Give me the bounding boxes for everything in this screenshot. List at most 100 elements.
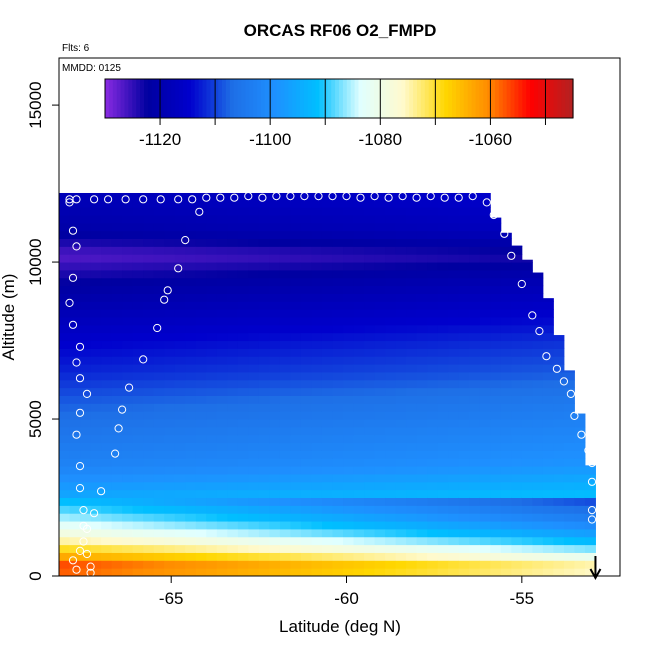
- heatmap-cell: [153, 497, 165, 506]
- heatmap-cell: [374, 497, 386, 506]
- track-point: [75, 546, 85, 556]
- heatmap-cell: [458, 317, 470, 326]
- heatmap-cell: [416, 513, 428, 522]
- heatmap-cell: [269, 324, 281, 334]
- heatmap-cell: [80, 497, 92, 506]
- heatmap-cell: [195, 419, 207, 428]
- heatmap-cell: [80, 442, 92, 451]
- colorbar-segment: [315, 79, 321, 118]
- heatmap-cell: [153, 317, 165, 326]
- heatmap-cell: [332, 340, 344, 349]
- heatmap-cell: [364, 317, 376, 326]
- heatmap-cell: [227, 332, 239, 342]
- heatmap-cell: [195, 246, 207, 255]
- heatmap-cell: [174, 309, 186, 318]
- heatmap-cell: [132, 301, 144, 310]
- heatmap-cell: [479, 536, 491, 546]
- heatmap-cell: [132, 442, 144, 451]
- heatmap-cell: [374, 246, 386, 255]
- heatmap-cell: [332, 403, 344, 412]
- heatmap-cell: [427, 403, 439, 412]
- track-point: [188, 195, 197, 204]
- heatmap-cell: [553, 395, 565, 404]
- heatmap-cell: [227, 214, 239, 224]
- heatmap-cell: [59, 473, 71, 483]
- heatmap-cell: [321, 458, 333, 467]
- heatmap-cell: [111, 419, 123, 428]
- heatmap-cell: [395, 285, 407, 294]
- heatmap-cell: [406, 568, 418, 576]
- heatmap-cell: [511, 442, 523, 451]
- heatmap-cell: [227, 434, 239, 444]
- heatmap-cell: [321, 568, 333, 576]
- heatmap-cell: [59, 552, 71, 561]
- heatmap-cell: [195, 521, 207, 530]
- heatmap-cell: [458, 403, 470, 412]
- heatmap-cell: [111, 301, 123, 310]
- heatmap-cell: [101, 238, 113, 247]
- track-point: [244, 192, 253, 201]
- heatmap-cell: [59, 340, 71, 349]
- heatmap-cell: [90, 489, 102, 499]
- heatmap-cell: [490, 246, 502, 255]
- heatmap-cell: [195, 371, 207, 381]
- heatmap-cell: [279, 371, 291, 381]
- heatmap-cell: [332, 434, 344, 444]
- track-point: [482, 198, 491, 207]
- heatmap-cell: [553, 521, 565, 530]
- heatmap-cell: [174, 379, 186, 389]
- heatmap-cell: [458, 309, 470, 318]
- heatmap-cell: [437, 528, 449, 538]
- heatmap-cell: [500, 505, 512, 514]
- heatmap-cell: [206, 458, 218, 467]
- heatmap-cell: [101, 340, 113, 349]
- heatmap-cell: [521, 309, 533, 318]
- heatmap-cell: [574, 552, 586, 561]
- heatmap-cell: [248, 395, 260, 404]
- colorbar-segment: [194, 79, 200, 118]
- heatmap-cell: [395, 552, 407, 561]
- heatmap-cell: [258, 269, 270, 279]
- heatmap-cell: [479, 230, 491, 240]
- heatmap-cell: [59, 513, 71, 522]
- heatmap-cell: [164, 505, 176, 514]
- heatmap-cell: [185, 324, 197, 334]
- heatmap-cell: [416, 230, 428, 240]
- heatmap-cell: [237, 489, 249, 499]
- heatmap-cell: [406, 222, 418, 232]
- heatmap-cell: [416, 379, 428, 389]
- heatmap-cell: [143, 560, 155, 569]
- heatmap-cell: [300, 324, 312, 334]
- heatmap-cell: [343, 356, 355, 365]
- heatmap-cell: [542, 458, 554, 467]
- heatmap-cell: [143, 269, 155, 279]
- colorbar-segment: [144, 79, 149, 118]
- track-point: [79, 506, 88, 515]
- heatmap-cell: [521, 403, 533, 412]
- heatmap-cell: [132, 450, 144, 459]
- heatmap-cell: [521, 473, 533, 483]
- heatmap-cell: [374, 450, 386, 459]
- heatmap-cell: [300, 285, 312, 294]
- heatmap-cell: [80, 473, 92, 483]
- track-point: [181, 236, 190, 245]
- heatmap-cell: [553, 379, 565, 389]
- heatmap-cell: [479, 293, 491, 302]
- heatmap-cell: [195, 466, 207, 475]
- x-tick-label: -60: [334, 589, 359, 608]
- heatmap-cell: [406, 434, 418, 444]
- heatmap-cell: [248, 356, 260, 365]
- heatmap-cell: [448, 387, 460, 396]
- heatmap-cell: [416, 442, 428, 451]
- heatmap-cell: [258, 560, 270, 569]
- heatmap-cell: [153, 568, 165, 576]
- heatmap-cell: [343, 426, 355, 436]
- heatmap-cell: [490, 528, 502, 538]
- heatmap-cell: [153, 246, 165, 255]
- heatmap-cell: [532, 419, 544, 428]
- heatmap-cell: [385, 497, 397, 506]
- heatmap-cell: [227, 528, 239, 538]
- heatmap-cell: [353, 348, 365, 357]
- heatmap-cell: [132, 473, 144, 483]
- heatmap-cell: [532, 403, 544, 412]
